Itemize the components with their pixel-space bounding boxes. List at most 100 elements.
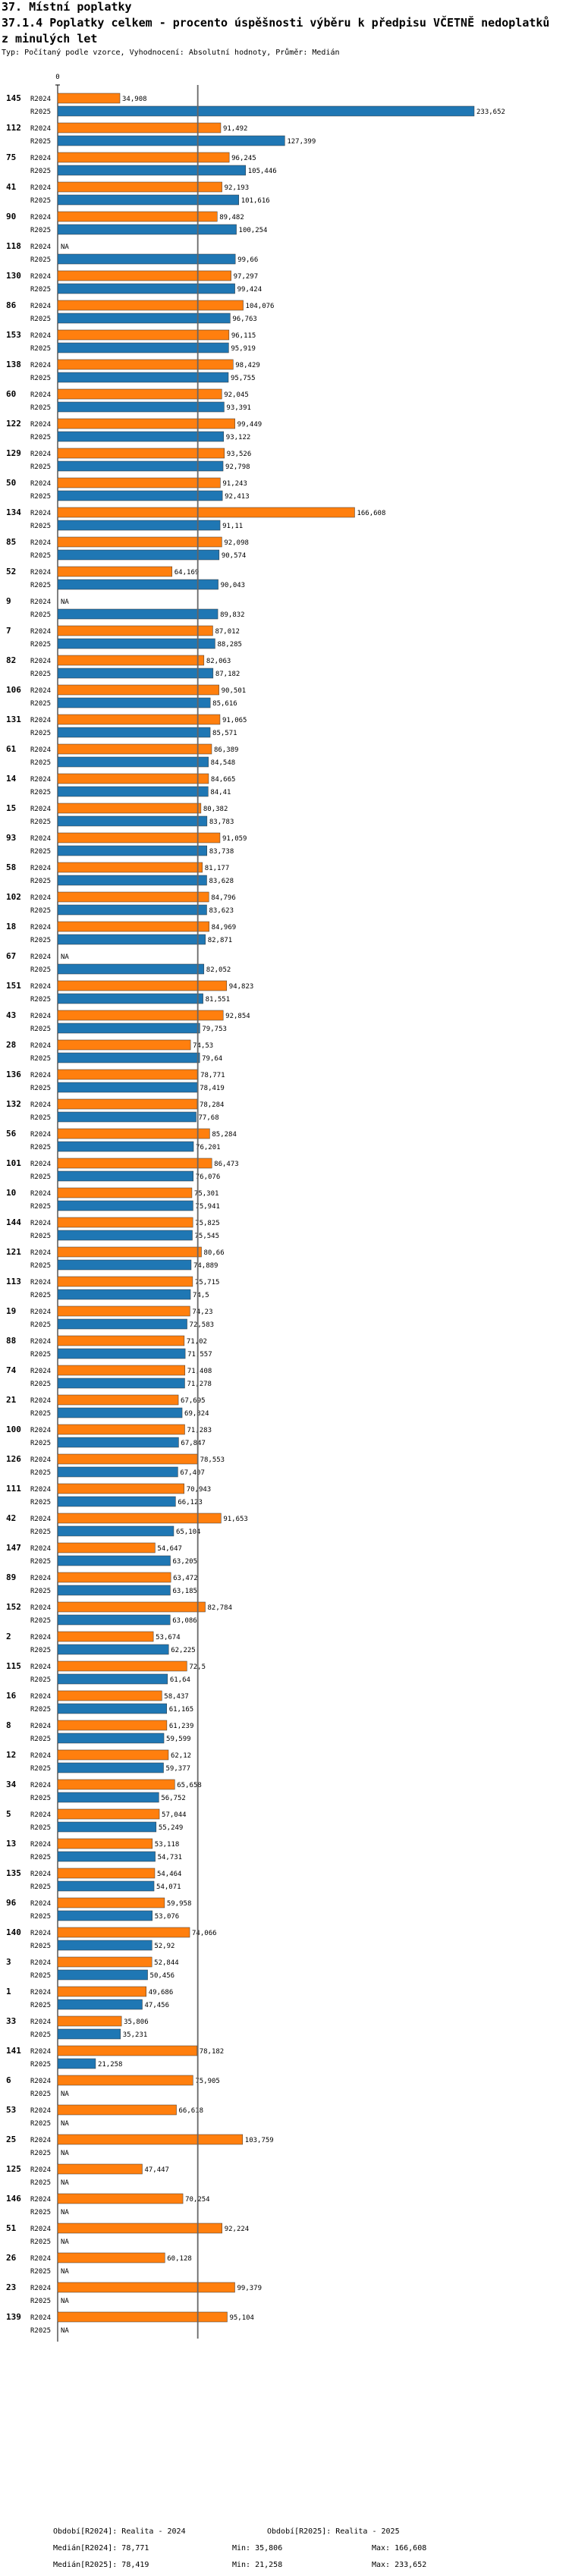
bar-r2024 xyxy=(57,1986,146,1997)
period-label-r2025: R2025 xyxy=(30,1114,51,1122)
data-label-r2025: 77,68 xyxy=(199,1114,219,1122)
period-label-r2024: R2024 xyxy=(30,2107,51,2115)
period-label-r2025: R2025 xyxy=(30,2268,51,2276)
category-label: 50 xyxy=(6,478,16,488)
data-label-r2025: 99,66 xyxy=(237,256,258,264)
bar-r2025 xyxy=(57,372,229,383)
data-label-r2024: 78,553 xyxy=(200,1456,225,1464)
category-label: 113 xyxy=(6,1277,21,1286)
category-label: 126 xyxy=(6,1454,21,1464)
bar-r2024 xyxy=(57,1513,222,1524)
data-label-r2024: 90,501 xyxy=(222,687,247,695)
bar-r2025 xyxy=(57,401,225,413)
bar-r2025 xyxy=(57,1999,143,2010)
period-label-r2024: R2024 xyxy=(30,1397,51,1405)
data-label-r2025: 66,123 xyxy=(178,1499,203,1506)
period-label-r2025: R2025 xyxy=(30,345,51,353)
bar-r2025 xyxy=(57,283,235,294)
bar-r2025 xyxy=(57,1200,193,1211)
data-label-r2024: 103,759 xyxy=(245,2137,274,2144)
bar-r2024 xyxy=(57,1572,171,1583)
bar-r2025 xyxy=(57,1910,152,1921)
bar-r2024 xyxy=(57,1927,190,1938)
bar-r2025 xyxy=(57,875,207,886)
data-label-r2025: 61,165 xyxy=(169,1706,194,1714)
category-label: 51 xyxy=(6,2223,17,2233)
bar-r2024 xyxy=(57,1010,224,1021)
category-label: 19 xyxy=(6,1306,16,1316)
bar-r2025 xyxy=(57,904,207,916)
bar-r2025 xyxy=(57,431,225,442)
category-label: 96 xyxy=(6,1898,17,1908)
period-label-r2025: R2025 xyxy=(30,818,51,826)
period-label-r2025: R2025 xyxy=(30,1262,51,1270)
median-2025: Medián[R2025]: 78,419 xyxy=(53,2561,149,2569)
data-label-r2025: 83,623 xyxy=(209,907,234,915)
data-label-r2025: 92,798 xyxy=(225,463,250,471)
data-label-r2024: 74,066 xyxy=(192,1930,217,1937)
data-label-r2025: 72,583 xyxy=(190,1321,215,1329)
data-label-r2025: 84,548 xyxy=(211,759,236,767)
bar-r2024 xyxy=(57,181,222,193)
data-label-r2024: 59,958 xyxy=(167,1900,192,1908)
bar-r2025 xyxy=(57,1940,152,1951)
period-label-r2025: R2025 xyxy=(30,1795,51,1802)
bar-r2024 xyxy=(57,1779,175,1790)
period-label-r2024: R2024 xyxy=(30,362,51,369)
na-label-r2025: NA xyxy=(61,2209,69,2216)
data-label-r2024: 80,66 xyxy=(204,1249,225,1257)
bar-r2025 xyxy=(57,2058,96,2069)
bar-r2025 xyxy=(57,460,224,472)
category-label: 147 xyxy=(6,1543,21,1553)
bar-r2024 xyxy=(57,1720,168,1731)
period-label-r2025: R2025 xyxy=(30,582,51,589)
bar-r2024 xyxy=(57,2104,177,2116)
period-label-r2024: R2024 xyxy=(30,1782,51,1789)
category-label: 138 xyxy=(6,360,21,369)
axis-zero-label: 0 xyxy=(55,74,59,81)
data-label-r2024: 53,674 xyxy=(156,1634,181,1641)
period-label-r2024: R2024 xyxy=(30,1930,51,1937)
period-label-r2025: R2025 xyxy=(30,2298,51,2305)
data-label-r2024: 86,473 xyxy=(214,1161,239,1168)
period-label-r2025: R2025 xyxy=(30,848,51,856)
bar-r2024 xyxy=(57,1365,186,1376)
bar-r2024 xyxy=(57,1868,156,1879)
period-label-r2024: R2024 xyxy=(30,598,51,606)
data-label-r2025: 81,551 xyxy=(206,996,231,1004)
chart-title: 37.1.4 Poplatky celkem - procento úspěšn… xyxy=(2,16,550,46)
data-label-r2025: 90,043 xyxy=(221,582,246,589)
na-label-r2024: NA xyxy=(61,953,69,961)
period-label-r2024: R2024 xyxy=(30,332,51,340)
data-label-r2024: 70,943 xyxy=(187,1486,212,1494)
bar-r2024 xyxy=(57,1305,190,1317)
category-label: 102 xyxy=(6,892,21,902)
bar-r2024 xyxy=(57,803,202,814)
data-label-r2024: 82,784 xyxy=(208,1604,233,1612)
data-label-r2024: 99,449 xyxy=(237,421,262,429)
data-label-r2024: 91,065 xyxy=(222,717,247,724)
data-label-r2024: 94,823 xyxy=(229,983,254,991)
period-label-r2024: R2024 xyxy=(30,806,51,813)
period-label-r2024: R2024 xyxy=(30,1013,51,1020)
data-label-r2025: 82,871 xyxy=(208,937,233,944)
bar-r2025 xyxy=(57,756,209,768)
category-label: 23 xyxy=(6,2282,16,2292)
data-label-r2025: 93,122 xyxy=(226,434,251,441)
data-label-r2024: 85,284 xyxy=(212,1131,237,1139)
period-label-r2024: R2024 xyxy=(30,894,51,902)
category-label: 2 xyxy=(6,1632,11,1641)
bar-r2025 xyxy=(57,490,223,501)
bar-r2025 xyxy=(57,1673,168,1685)
bar-r2024 xyxy=(57,714,221,725)
data-label-r2025: 67,847 xyxy=(181,1440,206,1447)
bar-r2024 xyxy=(57,980,228,991)
bar-r2025 xyxy=(57,1230,193,1241)
data-label-r2025: 71,557 xyxy=(187,1351,212,1359)
data-label-r2025: 92,413 xyxy=(225,493,250,501)
data-label-r2024: 82,063 xyxy=(206,658,231,665)
period-label-r2024: R2024 xyxy=(30,1634,51,1641)
period-label-r2024: R2024 xyxy=(30,1249,51,1257)
period-label-r2025: R2025 xyxy=(30,108,51,116)
